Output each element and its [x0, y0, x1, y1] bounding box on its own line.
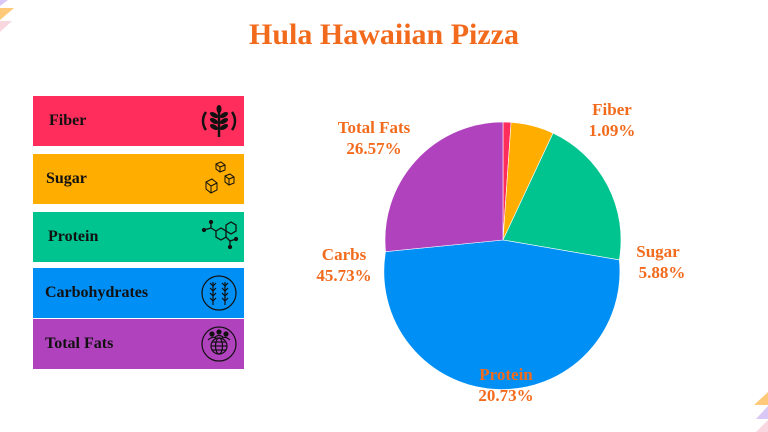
pie-label-name: Protein: [479, 365, 533, 384]
legend-item-carbohydrates: Carbohydrates: [33, 268, 244, 318]
corner-decoration-top-left: [0, 0, 14, 32]
legend-item-total-fats: Total Fats: [33, 319, 244, 369]
legend-label: Fiber: [49, 112, 87, 129]
sugar-cubes-icon: [205, 161, 235, 194]
legend-label: Total Fats: [45, 335, 114, 352]
pie-label-percent: 45.73%: [316, 266, 372, 285]
globe-people-icon: [201, 326, 237, 362]
pie-label-total-fats: Total Fats 26.57%: [326, 117, 422, 159]
pie-label-fiber: Fiber 1.09%: [582, 99, 642, 141]
pie-label-sugar: Sugar 5.88%: [625, 241, 691, 283]
pie-label-percent: 26.57%: [346, 139, 402, 158]
pie-label-name: Fiber: [592, 100, 632, 119]
wheat-circle-icon: [201, 105, 237, 137]
legend-item-fiber: Fiber: [33, 96, 244, 146]
pie-label-name: Sugar: [636, 242, 680, 261]
pie-slice-total-fats[interactable]: [384, 121, 504, 252]
pie-label-name: Carbs: [321, 245, 367, 264]
pie-slice-protein[interactable]: [502, 132, 622, 261]
molecule-icon: [201, 219, 239, 250]
pie-label-percent: 20.73%: [478, 386, 534, 405]
pie-label-name: Total Fats: [337, 118, 411, 137]
legend-label: Carbohydrates: [45, 284, 149, 301]
legend-item-sugar: Sugar: [33, 154, 244, 204]
chart-title: Hula Hawaiian Pizza: [249, 18, 519, 51]
pie-label-percent: 5.88%: [638, 263, 686, 282]
pie-slice-carbs[interactable]: [383, 239, 621, 390]
pie-label-carbs: Carbs 45.73%: [308, 244, 380, 286]
legend-item-protein: Protein: [33, 212, 244, 262]
pie-label-protein: Protein 20.73%: [466, 364, 546, 406]
legend-label: Protein: [48, 228, 99, 245]
corner-decoration-bottom-right: [754, 392, 768, 432]
legend-label: Sugar: [46, 170, 87, 187]
grains-circle-icon: [201, 275, 237, 311]
pie-label-percent: 1.09%: [588, 121, 636, 140]
